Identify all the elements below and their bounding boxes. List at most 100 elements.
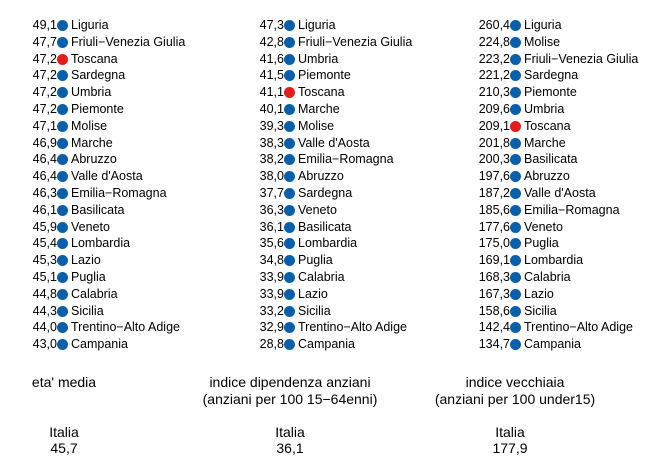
italia-value: 45,7 xyxy=(50,440,78,456)
row-value-label: 177,6 xyxy=(478,219,510,234)
row-value-label: 47,3 xyxy=(259,18,284,32)
ranking-row: 46,4 Valle d'Aosta xyxy=(0,168,650,185)
ranking-row: 142,4 Trentino−Alto Adige xyxy=(0,319,650,336)
panel-title-indice-dipendenza: indice dipendenza anziani (anziani per 1… xyxy=(175,374,405,408)
row-value-label: 185,6 xyxy=(478,202,510,217)
ranking-row: 47,2 Toscana xyxy=(0,51,650,68)
row-region-label: Basilicata xyxy=(524,152,578,167)
row-region-label: Molise xyxy=(71,118,108,133)
region-marker xyxy=(510,154,521,166)
ranking-row: 201,8 Marche xyxy=(0,135,650,152)
region-marker xyxy=(57,339,68,351)
italia-label: Italia xyxy=(275,424,305,440)
region-marker xyxy=(510,204,521,216)
row-value-label: 200,3 xyxy=(478,152,510,167)
row-region-label: Trentino−Alto Adige xyxy=(71,320,180,335)
ranking-row: 28,8 Campania xyxy=(0,336,650,353)
ranking-row: 197,6 Abruzzo xyxy=(0,168,650,185)
region-marker xyxy=(57,238,68,250)
ranking-row: 37,7 Sardegna xyxy=(0,185,650,202)
row-value-label: 45,9 xyxy=(32,219,57,234)
row-region-label: Toscana xyxy=(71,51,118,66)
ranking-row: 47,3 Liguria xyxy=(0,17,650,34)
ranking-row: 158,6 Sicilia xyxy=(0,303,650,320)
row-value-label: 44,0 xyxy=(32,320,57,335)
ranking-row: 177,6 Veneto xyxy=(0,219,650,236)
ranking-row: 35,6 Lombardia xyxy=(0,235,650,252)
region-marker xyxy=(57,137,68,149)
row-value-label: 167,3 xyxy=(478,286,510,301)
region-marker xyxy=(284,103,295,115)
row-value-label: 42,8 xyxy=(259,34,284,49)
region-marker xyxy=(284,171,295,183)
ranking-row: 45,1 Puglia xyxy=(0,269,650,286)
row-value-label: 224,8 xyxy=(478,34,510,49)
ranking-row: 47,2 Piemonte xyxy=(0,101,650,118)
italia-label: Italia xyxy=(49,424,79,440)
ranking-row: 38,2 Emilia−Romagna xyxy=(0,151,650,168)
row-value-label: 33,9 xyxy=(259,286,284,301)
row-value-label: 38,3 xyxy=(259,135,284,150)
italia-summary-indice-vecchiaia: Italia 177,9 xyxy=(460,424,560,456)
row-region-label: Marche xyxy=(524,135,566,150)
ranking-row: 46,3 Emilia−Romagna xyxy=(0,185,650,202)
row-value-label: 158,6 xyxy=(478,303,510,318)
ranking-row: 209,6 Umbria xyxy=(0,101,650,118)
row-value-label: 43,0 xyxy=(32,337,57,352)
row-region-label: Lombardia xyxy=(298,236,358,251)
ranking-row: 46,9 Marche xyxy=(0,135,650,152)
row-region-label: Valle d'Aosta xyxy=(71,169,143,184)
row-value-label: 168,3 xyxy=(478,269,510,284)
ranking-row: 260,4 Liguria xyxy=(0,17,650,34)
row-region-label: Toscana xyxy=(524,118,571,133)
row-region-label: Campania xyxy=(524,337,581,352)
ranking-row: 167,3 Lazio xyxy=(0,286,650,303)
row-value-label: 209,1 xyxy=(478,118,510,133)
row-value-label: 209,6 xyxy=(478,101,510,116)
row-value-label: 47,2 xyxy=(32,85,57,100)
row-value-label: 44,3 xyxy=(32,303,57,318)
italia-value: 36,1 xyxy=(276,440,304,456)
row-value-label: 37,7 xyxy=(259,185,284,200)
row-region-label: Valle d'Aosta xyxy=(298,135,370,150)
row-value-label: 33,2 xyxy=(259,303,284,318)
region-marker xyxy=(510,288,521,300)
row-region-label: Campania xyxy=(298,337,355,352)
row-region-label: Abruzzo xyxy=(71,152,117,167)
row-region-label: Abruzzo xyxy=(524,169,570,184)
row-region-label: Puglia xyxy=(524,236,559,251)
ranking-row: 169,1 Lombardia xyxy=(0,252,650,269)
region-marker xyxy=(57,187,68,199)
highlight-marker xyxy=(510,120,521,132)
row-region-label: Emilia−Romagna xyxy=(71,185,167,200)
ranking-row: 200,3 Basilicata xyxy=(0,151,650,168)
ranking-row: 38,3 Valle d'Aosta xyxy=(0,135,650,152)
row-value-label: 46,4 xyxy=(32,169,57,184)
row-value-label: 47,2 xyxy=(32,68,57,83)
ranking-row: 221,2 Sardegna xyxy=(0,67,650,84)
row-region-label: Friuli−Venezia Giulia xyxy=(71,34,186,49)
region-marker xyxy=(510,103,521,115)
region-marker xyxy=(57,322,68,334)
region-marker xyxy=(57,255,68,267)
row-region-label: Liguria xyxy=(71,18,109,32)
ranking-row: 44,8 Calabria xyxy=(0,286,650,303)
row-region-label: Veneto xyxy=(524,219,563,234)
row-region-label: Piemonte xyxy=(71,101,124,116)
ranking-row: 47,2 Umbria xyxy=(0,84,650,101)
row-region-label: Puglia xyxy=(298,253,333,268)
panel-indice-dipendenza: 47,3 Liguria 42,8 Friuli−Venezia Giulia 41,6… xyxy=(0,17,650,353)
row-region-label: Umbria xyxy=(524,101,565,116)
row-value-label: 38,0 xyxy=(259,169,284,184)
row-value-label: 47,2 xyxy=(32,101,57,116)
ranking-row: 40,1 Marche xyxy=(0,101,650,118)
ranking-row: 47,2 Sardegna xyxy=(0,67,650,84)
ranking-row: 134,7 Campania xyxy=(0,336,650,353)
ranking-row: 49,1 Liguria xyxy=(0,17,650,34)
region-marker xyxy=(57,36,68,48)
row-value-label: 38,2 xyxy=(259,152,284,167)
highlight-marker xyxy=(284,87,295,99)
region-marker xyxy=(510,53,521,65)
region-marker xyxy=(510,171,521,183)
row-value-label: 41,6 xyxy=(259,51,284,66)
